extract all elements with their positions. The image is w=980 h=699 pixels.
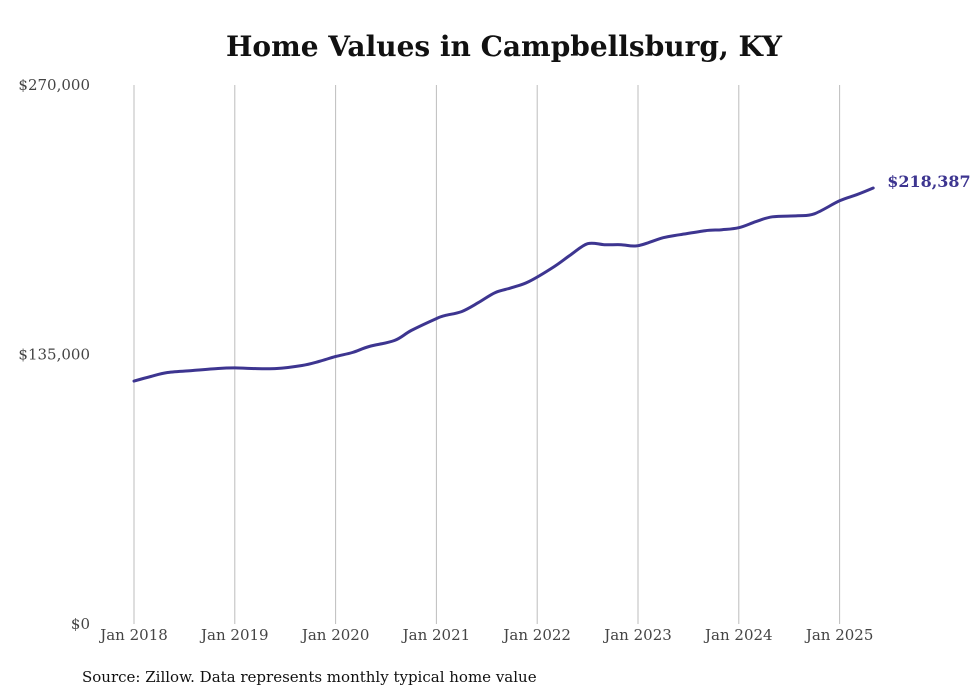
gridlines	[133, 85, 841, 624]
home-value-line	[132, 186, 875, 383]
x-axis-ticks: Jan 2018 Jan 2019 Jan 2020 Jan 2021 Jan 2022…	[98, 626, 873, 644]
end-label-layer: $218,387	[887, 172, 971, 191]
y-tick-label: $270,000	[18, 76, 90, 94]
y-axis-ticks: $0 $135,000 $270,000	[18, 76, 90, 633]
x-tick-label: Jan 2022	[501, 626, 571, 644]
x-tick-label: Jan 2023	[602, 626, 672, 644]
end-value-label: $218,387	[887, 172, 971, 191]
y-tick-label: $135,000	[18, 346, 90, 364]
x-tick-label: Jan 2024	[703, 626, 773, 644]
x-tick-label: Jan 2025	[804, 626, 874, 644]
x-tick-label: Jan 2018	[98, 626, 168, 644]
x-tick-label: Jan 2020	[300, 626, 370, 644]
x-tick-label: Jan 2019	[199, 626, 269, 644]
y-tick-label: $0	[71, 615, 90, 633]
x-tick-label: Jan 2021	[401, 626, 471, 644]
chart-title: Home Values in Campbellsburg, KY	[225, 30, 783, 63]
series-line-layer	[132, 186, 875, 383]
source-note: Source: Zillow. Data represents monthly …	[82, 668, 537, 686]
